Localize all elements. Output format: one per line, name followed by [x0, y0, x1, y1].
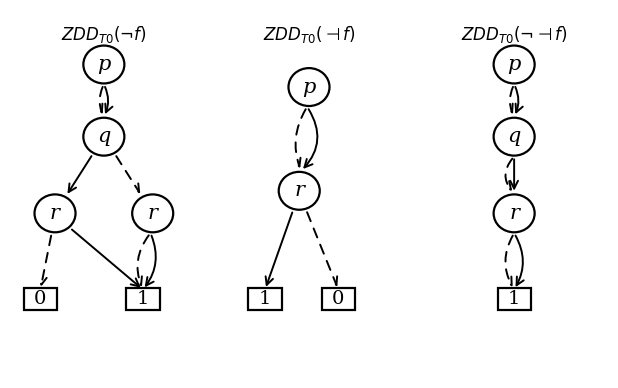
Text: r: r — [294, 181, 304, 200]
Circle shape — [279, 172, 320, 210]
FancyBboxPatch shape — [248, 288, 282, 310]
Circle shape — [494, 45, 535, 83]
Text: 0: 0 — [34, 290, 46, 308]
Text: $ZDD_{T0}(\neg\dashv f)$: $ZDD_{T0}(\neg\dashv f)$ — [461, 24, 567, 45]
Text: 1: 1 — [137, 290, 149, 308]
Text: p: p — [507, 55, 521, 74]
FancyBboxPatch shape — [497, 288, 531, 310]
Circle shape — [35, 194, 75, 232]
Text: r: r — [148, 204, 158, 223]
Text: p: p — [302, 78, 316, 97]
Circle shape — [494, 118, 535, 156]
Text: q: q — [507, 127, 521, 146]
Text: $ZDD_{T0}(\dashv f)$: $ZDD_{T0}(\dashv f)$ — [263, 24, 355, 45]
Circle shape — [132, 194, 173, 232]
FancyBboxPatch shape — [23, 288, 57, 310]
Text: r: r — [50, 204, 60, 223]
Text: 1: 1 — [259, 290, 271, 308]
Text: p: p — [97, 55, 111, 74]
FancyBboxPatch shape — [126, 288, 159, 310]
Text: 1: 1 — [508, 290, 520, 308]
Text: 0: 0 — [332, 290, 344, 308]
Circle shape — [289, 68, 329, 106]
FancyBboxPatch shape — [322, 288, 355, 310]
Text: $ZDD_{T0}(\neg f)$: $ZDD_{T0}(\neg f)$ — [61, 24, 146, 45]
Text: r: r — [509, 204, 519, 223]
Circle shape — [83, 118, 124, 156]
Circle shape — [494, 194, 535, 232]
Circle shape — [83, 45, 124, 83]
Text: q: q — [97, 127, 111, 146]
